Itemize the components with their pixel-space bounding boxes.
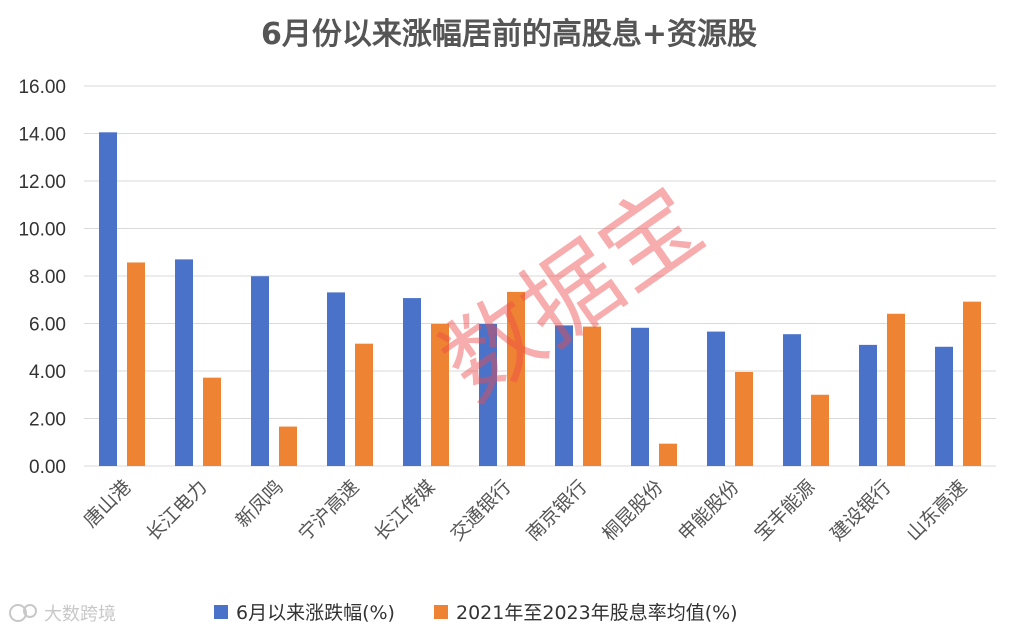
bar-series-1 bbox=[251, 276, 269, 466]
bar-series-2 bbox=[887, 313, 905, 466]
bars bbox=[99, 132, 981, 466]
logo-text: 大数跨境 bbox=[44, 604, 116, 625]
y-tick-label: 10.00 bbox=[18, 220, 66, 241]
x-category-label: 唐山港 bbox=[80, 476, 136, 532]
legend-label: 6月以来涨跌幅(%) bbox=[236, 602, 395, 624]
bar-series-2 bbox=[659, 443, 677, 466]
x-category-label: 交通银行 bbox=[446, 476, 515, 545]
bar-series-2 bbox=[127, 262, 145, 466]
bar-series-2 bbox=[811, 394, 829, 466]
y-tick-label: 16.00 bbox=[18, 77, 66, 98]
x-category-label: 宝丰能源 bbox=[750, 476, 819, 545]
x-category-label: 桐昆股份 bbox=[598, 476, 667, 545]
logo: 大数跨境 bbox=[9, 604, 116, 625]
x-category-label: 山东高速 bbox=[902, 476, 971, 545]
bar-series-1 bbox=[859, 344, 877, 466]
x-category-label: 长江电力 bbox=[142, 476, 211, 545]
chart-title: 6月份以来涨幅居前的高股息+资源股 bbox=[261, 17, 757, 52]
x-category-label: 长江传媒 bbox=[370, 476, 439, 545]
legend: 6月以来涨跌幅(%) 2021年至2023年股息率均值(%) bbox=[214, 602, 738, 624]
bar-series-2 bbox=[203, 377, 221, 466]
bar-series-1 bbox=[555, 325, 573, 466]
bar-series-1 bbox=[99, 132, 117, 466]
x-category-label: 新凤鸣 bbox=[232, 476, 288, 532]
x-category-label: 南京银行 bbox=[522, 476, 591, 545]
bar-series-1 bbox=[707, 331, 725, 466]
x-category-label: 申能股份 bbox=[674, 476, 743, 545]
bar-series-1 bbox=[403, 298, 421, 466]
bar-series-1 bbox=[935, 346, 953, 466]
y-tick-label: 6.00 bbox=[29, 315, 66, 336]
bar-series-2 bbox=[279, 426, 297, 466]
x-axis-categories: 唐山港 长江电力 新凤鸣 宁沪高速 长江传媒 交通银行 南京银行 桐昆股份 申能股份 宝丰能源 建设… bbox=[80, 476, 972, 545]
cloud-icon bbox=[9, 604, 37, 622]
legend-swatch bbox=[434, 605, 448, 619]
bar-series-2 bbox=[735, 371, 753, 466]
x-category-label: 宁沪高速 bbox=[294, 476, 363, 545]
bar-series-2 bbox=[963, 301, 981, 466]
x-category-label: 建设银行 bbox=[826, 476, 895, 545]
bar-series-1 bbox=[479, 323, 497, 466]
gridlines bbox=[84, 85, 996, 467]
bar-series-2 bbox=[355, 343, 373, 466]
bar-series-2 bbox=[583, 326, 601, 466]
y-tick-label: 0.00 bbox=[29, 457, 66, 478]
y-tick-label: 4.00 bbox=[29, 362, 66, 383]
y-axis-ticks: 0.00 2.00 4.00 6.00 8.00 10.00 12.00 14.00 16.00 bbox=[18, 77, 66, 478]
y-tick-label: 12.00 bbox=[18, 172, 66, 193]
bar-series-2 bbox=[507, 291, 525, 466]
bar-series-1 bbox=[327, 292, 345, 466]
bar-series-1 bbox=[783, 334, 801, 466]
y-tick-label: 2.00 bbox=[29, 410, 66, 431]
y-tick-label: 8.00 bbox=[29, 267, 66, 288]
bar-series-1 bbox=[631, 327, 649, 466]
y-tick-label: 14.00 bbox=[18, 125, 66, 146]
bar-series-1 bbox=[175, 259, 193, 466]
legend-swatch bbox=[214, 605, 228, 619]
legend-label: 2021年至2023年股息率均值(%) bbox=[456, 602, 738, 624]
bar-series-2 bbox=[431, 323, 449, 466]
